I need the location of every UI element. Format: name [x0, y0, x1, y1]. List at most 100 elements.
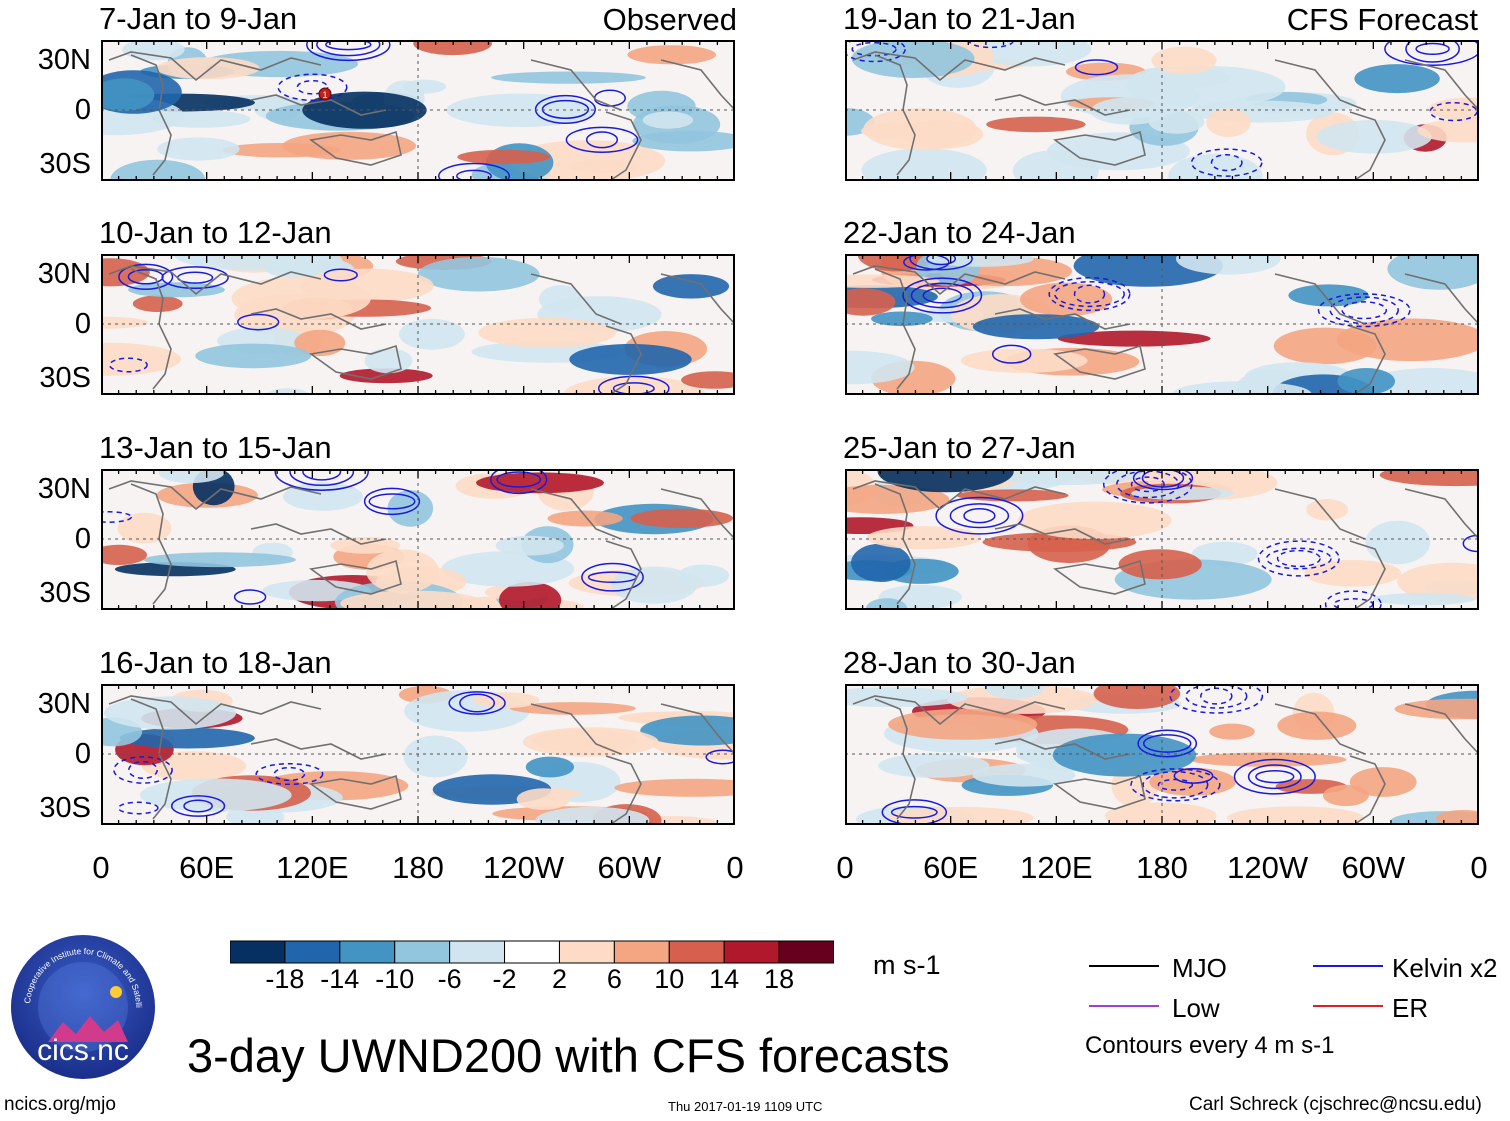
kelvin-contour	[237, 313, 280, 331]
kelvin-contour	[1233, 758, 1316, 795]
easterly-anomaly	[851, 40, 975, 78]
kelvin-contour	[438, 162, 510, 181]
easterly-anomaly	[403, 735, 468, 778]
westerly-anomaly	[1017, 501, 1172, 539]
easterly-anomaly	[535, 806, 650, 825]
easterly-anomaly	[972, 763, 1076, 787]
fcst-panel-title-1: 19-Jan to 21-Jan	[843, 1, 1076, 36]
westerly-anomaly	[1435, 810, 1479, 825]
easterly-anomaly	[1176, 254, 1281, 275]
obs-map-4	[101, 684, 735, 825]
kelvin-contour	[565, 126, 639, 153]
colorbar-tick-label: -10	[375, 964, 415, 994]
coastline	[1349, 325, 1386, 395]
fcst-lon-label: 120E	[1020, 850, 1093, 885]
kelvin-contour	[496, 471, 542, 488]
westerly-anomaly	[457, 149, 551, 165]
westerly-anomaly	[845, 288, 896, 316]
easterly-anomaly	[399, 318, 465, 350]
coastline	[605, 540, 642, 610]
easterly-anomaly	[1316, 120, 1432, 154]
kelvin-contour	[1200, 687, 1233, 705]
coastline	[108, 51, 322, 82]
colorbar-tick-label: 10	[654, 964, 685, 994]
legend-note: Contours every 4 m s-1	[1085, 1032, 1335, 1059]
westerly-anomaly	[1277, 711, 1357, 740]
colorbar-swatch	[558, 940, 615, 964]
fcst-lon-label: 60W	[1341, 850, 1406, 885]
westerly-anomaly	[117, 512, 172, 544]
colorbar-swatches	[229, 940, 835, 964]
kelvin-contour	[289, 469, 355, 487]
westerly-anomaly	[1149, 767, 1236, 796]
westerly-anomaly	[866, 526, 982, 550]
kelvin-contour	[170, 795, 226, 817]
westerly-anomaly	[330, 537, 401, 554]
easterly-anomaly	[1337, 368, 1395, 395]
coastline	[994, 308, 1131, 330]
kelvin-contour	[909, 254, 973, 271]
obs-lon-label: 0	[726, 850, 744, 885]
kelvin-contour	[302, 469, 342, 481]
kelvin-contour	[490, 469, 548, 495]
obs-panel-title-1: 7-Jan to 9-Jan	[99, 1, 298, 36]
kelvin-contour	[1415, 42, 1450, 56]
kelvin-contour	[183, 799, 213, 813]
easterly-anomaly	[1172, 381, 1312, 395]
westerly-anomaly	[510, 702, 636, 715]
colorbar-tick-label: -14	[320, 964, 360, 994]
coastline	[1274, 273, 1366, 325]
kelvin-contour	[274, 469, 369, 491]
colorbar-tick-label: 6	[606, 964, 622, 994]
colorbar-units: m s-1	[873, 950, 941, 980]
colorbar-swatch	[778, 940, 835, 964]
coastline	[108, 480, 322, 511]
kelvin-contour	[922, 287, 963, 304]
coastline	[994, 94, 1131, 116]
fcst-map-1	[845, 40, 1479, 181]
obs-map-1: 1	[101, 40, 735, 181]
kelvin-contour	[534, 94, 596, 124]
obs-lat-label: 30S	[39, 362, 91, 394]
obs-lat-label: 30N	[37, 688, 91, 720]
easterly-anomaly	[402, 79, 446, 94]
forecast-header: CFS Forecast	[1286, 2, 1478, 37]
fcst-panel-title-2: 22-Jan to 24-Jan	[843, 215, 1076, 250]
easterly-anomaly	[984, 684, 1045, 700]
coastline	[1274, 59, 1366, 111]
coastline	[1404, 703, 1479, 755]
fcst-map-canvas	[845, 684, 1479, 825]
obs-lat-label: 30S	[39, 577, 91, 609]
westerly-anomaly	[1093, 684, 1181, 709]
easterly-anomaly	[569, 343, 692, 375]
colorbar-swatch	[723, 940, 780, 964]
fcst-lon-label: 0	[836, 850, 854, 885]
coastline	[994, 523, 1131, 545]
logo-text: cics.nc	[37, 1034, 129, 1067]
obs-map-3	[101, 469, 735, 610]
obs-lon-label: 120E	[276, 850, 349, 885]
kelvin-contour	[1102, 469, 1193, 504]
westerly-anomaly	[630, 508, 733, 528]
kelvin-contour	[910, 282, 974, 309]
easterly-anomaly	[157, 137, 240, 161]
colorbar-tick-label: 18	[764, 964, 795, 994]
fcst-map-canvas	[845, 469, 1479, 610]
easterly-anomaly	[1365, 520, 1431, 565]
westerly-anomaly	[1206, 108, 1251, 137]
coastline	[660, 59, 735, 111]
kelvin-contour	[1276, 549, 1321, 568]
westerly-anomaly	[1379, 469, 1479, 487]
easterly-anomaly	[387, 490, 434, 527]
kelvin-contour	[1185, 684, 1248, 709]
easterly-anomaly	[122, 40, 185, 61]
westerly-anomaly	[1209, 723, 1255, 740]
kelvin-contour	[935, 496, 1024, 535]
coastline	[308, 559, 402, 595]
kelvin-contour	[363, 487, 421, 516]
westerly-anomaly	[101, 316, 149, 329]
easterly-anomaly	[525, 756, 574, 778]
kelvin-contour	[1054, 281, 1125, 308]
westerly-anomaly	[339, 368, 433, 384]
obs-lat-label: 30N	[37, 44, 91, 76]
